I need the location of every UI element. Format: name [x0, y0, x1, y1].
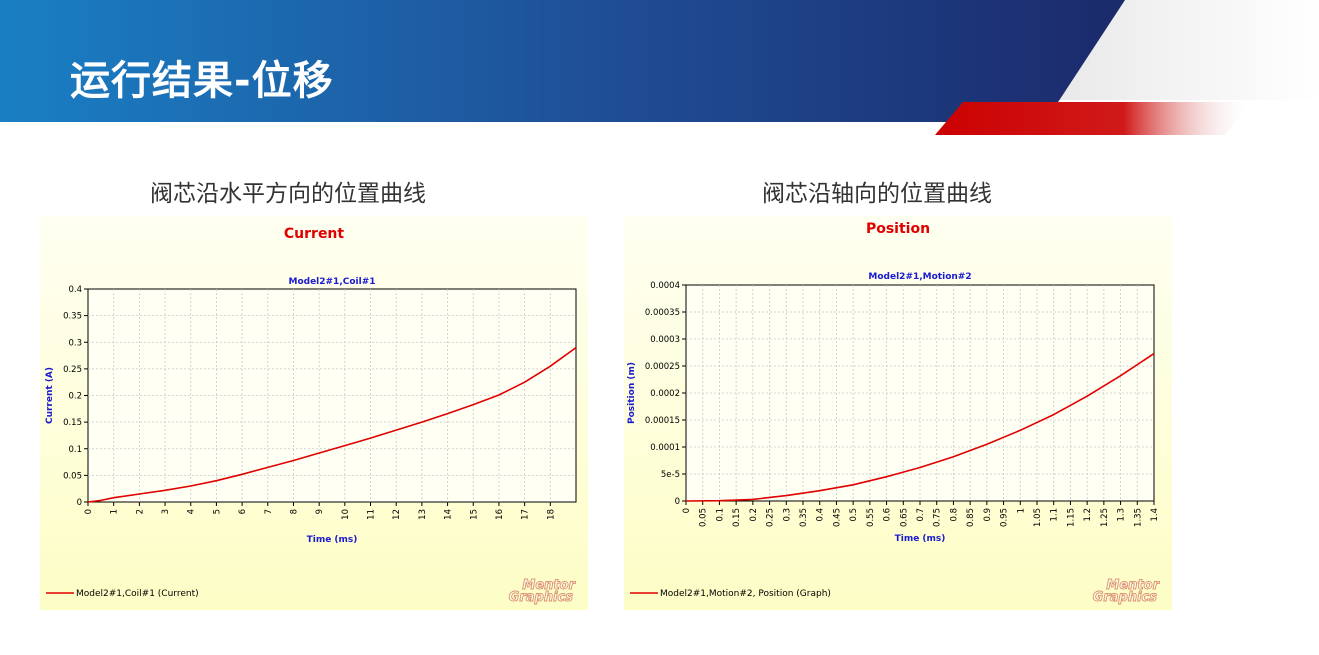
current-chart-svg: Current Model2#1,Coil#1 0 0.05 0.1 0.15 0.2 0.2…	[40, 216, 588, 610]
x-tick-label: 0.8	[949, 508, 959, 522]
page-title: 运行结果-位移	[70, 58, 334, 104]
x-tick-label: 14	[444, 509, 454, 520]
x-tick-label: 0	[84, 509, 94, 514]
x-tick-label: 0.85	[966, 508, 976, 527]
right-chart-caption: 阀芯沿轴向的位置曲线	[762, 181, 992, 207]
x-tick-label: 0.2	[749, 508, 759, 522]
x-tick-label: 6	[238, 509, 248, 514]
current-chart: Current Model2#1,Coil#1 0 0.05 0.1 0.15 0.2 0.2…	[40, 216, 588, 610]
y-tick-label: 0.0001	[650, 443, 680, 453]
series-line	[685, 352, 1155, 502]
x-tick-label: 1.4	[1150, 508, 1160, 522]
x-tick-label: 16	[495, 509, 505, 520]
y-tick-label: 0.4	[68, 285, 82, 295]
x-tick-label: 17	[521, 509, 531, 520]
logo-word: Graphics	[1093, 590, 1158, 605]
y-tick-label: 0.35	[63, 312, 82, 322]
x-tick-label: 0.1	[715, 508, 725, 522]
legend-label: Model2#1,Coil#1 (Current)	[76, 589, 199, 599]
y-tick-label: 0.00025	[645, 362, 680, 372]
y-axis-label: Position (m)	[627, 362, 637, 424]
x-tick-label: 0.55	[866, 508, 876, 527]
x-tick-label: 18	[546, 509, 556, 520]
x-tick-label: 0	[682, 508, 692, 513]
x-tick-label: 0.35	[799, 508, 809, 527]
x-tick-label: 0.7	[916, 508, 926, 522]
x-axis-label: Time (ms)	[307, 535, 358, 545]
x-tick-label: 4	[187, 509, 197, 514]
series-line	[87, 346, 577, 503]
x-tick-label: 1.15	[1066, 508, 1076, 527]
x-tick-label: 7	[264, 509, 274, 514]
y-tick-label: 0	[77, 498, 82, 508]
y-tick-label: 0.0004	[650, 281, 680, 291]
x-tick-label: 0.65	[899, 508, 909, 527]
y-tick-label: 0.0003	[650, 335, 680, 345]
x-tick-label: 0.45	[832, 508, 842, 527]
header-banner: 运行结果-位移	[0, 0, 1319, 136]
x-tick-label: 0.05	[699, 508, 709, 527]
x-tick-label: 5	[212, 509, 222, 514]
x-tick-label: 0.3	[782, 508, 792, 522]
x-tick-label: 0.9	[983, 508, 993, 522]
x-tick-label: 0.15	[732, 508, 742, 527]
y-tick-label: 0.1	[68, 445, 82, 455]
x-tick-label: 1	[110, 509, 120, 514]
legend-label: Model2#1,Motion#2, Position (Graph)	[660, 589, 831, 599]
y-tick-label: 0	[675, 497, 680, 507]
y-tick-label: 0.05	[63, 471, 82, 481]
y-tick-label: 0.2	[68, 392, 82, 402]
y-tick-label: 0.00015	[645, 416, 680, 426]
y-tick-label: 0.15	[63, 418, 82, 428]
x-tick-label: 15	[469, 509, 479, 520]
position-chart-svg: Position Model2#1,Motion#2 0 5e-5 0.0001 0.00…	[624, 216, 1172, 610]
x-tick-label: 11	[367, 509, 377, 520]
logo-word: Mentor	[1106, 578, 1160, 593]
x-tick-label: 1.1	[1050, 508, 1060, 522]
chart-title: Position	[866, 221, 930, 237]
x-tick-label: 3	[161, 509, 171, 514]
y-tick-label: 5e-5	[661, 470, 680, 480]
logo-word: Graphics	[509, 590, 574, 605]
x-tick-label: 1.35	[1133, 508, 1143, 527]
x-tick-label: 1	[1016, 508, 1026, 513]
chart-subtitle: Model2#1,Motion#2	[868, 272, 971, 282]
x-tick-label: 0.4	[816, 508, 826, 522]
x-tick-label: 10	[341, 509, 351, 520]
x-tick-label: 0.95	[1000, 508, 1010, 527]
x-tick-label: 2	[135, 509, 145, 514]
x-tick-label: 13	[418, 509, 428, 520]
y-tick-label: 0.3	[68, 338, 82, 348]
x-tick-label: 0.75	[933, 508, 943, 527]
logo-word: Mentor	[522, 578, 576, 593]
y-tick-label: 0.25	[63, 365, 82, 375]
x-axis-label: Time (ms)	[895, 534, 946, 544]
x-tick-label: 0.6	[883, 508, 893, 522]
x-tick-label: 8	[289, 509, 299, 514]
x-tick-label: 1.3	[1117, 508, 1127, 522]
x-tick-label: 0.5	[849, 508, 859, 522]
y-tick-label: 0.0002	[650, 389, 680, 399]
banner-graphic	[0, 0, 1319, 135]
x-tick-label: 12	[392, 509, 402, 520]
chart-subtitle: Model2#1,Coil#1	[288, 277, 375, 287]
chart-title: Current	[284, 226, 345, 242]
y-axis-label: Current (A)	[45, 367, 55, 424]
x-tick-label: 1.2	[1083, 508, 1093, 522]
x-tick-label: 0.25	[766, 508, 776, 527]
x-tick-label: 1.25	[1100, 508, 1110, 527]
y-tick-label: 0.00035	[645, 308, 680, 318]
left-chart-caption: 阀芯沿水平方向的位置曲线	[150, 181, 426, 207]
x-tick-label: 9	[315, 509, 325, 514]
x-tick-label: 1.05	[1033, 508, 1043, 527]
position-chart: Position Model2#1,Motion#2 0 5e-5 0.0001 0.00…	[624, 216, 1172, 610]
